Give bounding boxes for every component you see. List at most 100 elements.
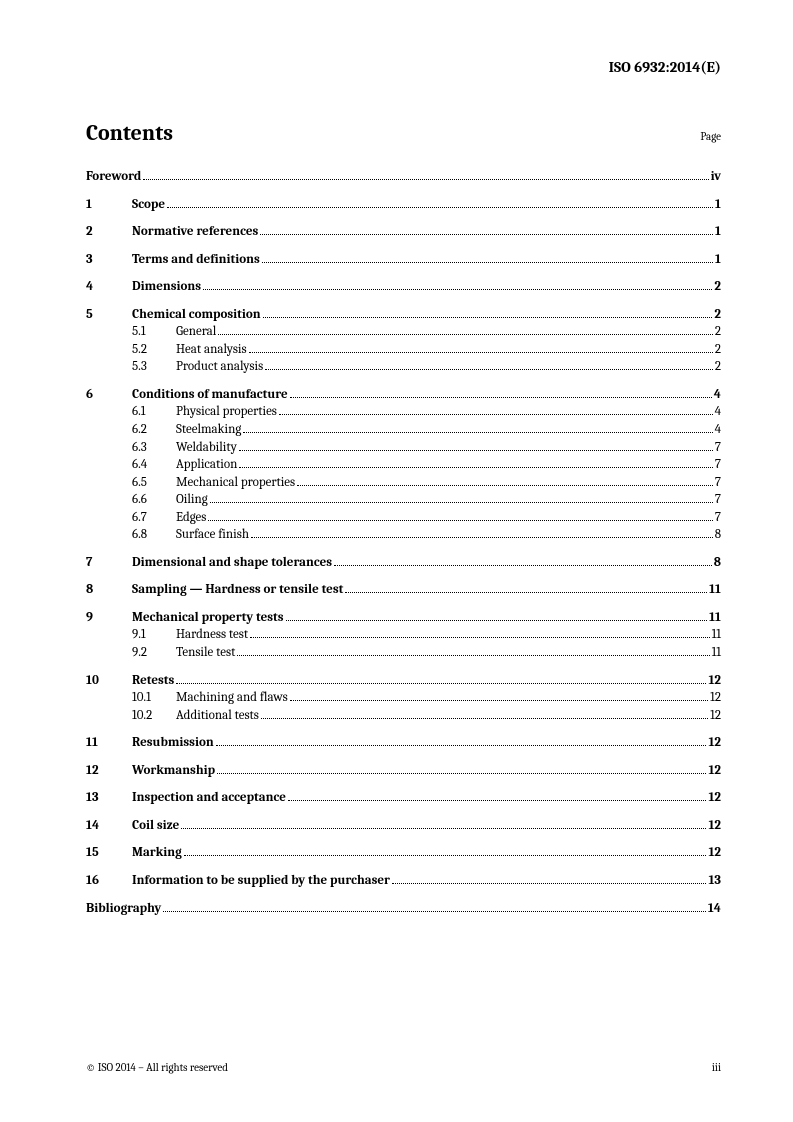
toc-subsection-number: 9.1 — [132, 626, 176, 644]
toc-page-number: 7 — [715, 456, 721, 474]
toc-leader — [249, 352, 713, 353]
toc-section-number: 5 — [86, 306, 132, 324]
toc-leader — [176, 683, 706, 684]
contents-title: Contents — [86, 120, 173, 146]
page-column-label: Page — [700, 130, 721, 143]
toc-page-number: 12 — [708, 734, 721, 752]
toc-section-number: 11 — [86, 734, 132, 752]
toc-leader — [288, 800, 707, 801]
toc-leader — [250, 637, 710, 638]
document-header: ISO 6932:2014(E) — [86, 58, 721, 76]
toc-page-number: 2 — [714, 278, 721, 296]
toc-entry: 9.2Tensile test11 — [86, 644, 721, 662]
toc-leader — [181, 828, 706, 829]
toc-leader — [184, 855, 707, 856]
toc-leader — [218, 334, 713, 335]
toc-entry: 12Workmanship12 — [86, 762, 721, 780]
toc-entry: Bibliography14 — [86, 900, 721, 918]
toc-entry: 5.3Product analysis2 — [86, 358, 721, 376]
toc-leader — [297, 485, 713, 486]
toc-leader — [243, 432, 712, 433]
toc-subsection-number: 6.2 — [132, 421, 176, 439]
toc-leader — [143, 179, 708, 180]
toc-section-number: 6 — [86, 386, 132, 404]
toc-entry-title: Application — [176, 456, 237, 474]
title-row: Contents Page — [86, 120, 721, 146]
toc-subsection-number: 6.1 — [132, 403, 176, 421]
toc-subsection-number: 6.3 — [132, 439, 176, 457]
toc-leader — [210, 502, 713, 503]
toc-section-number: 3 — [86, 251, 132, 269]
toc-subsection-number: 6.7 — [132, 509, 176, 527]
toc-section-number: 2 — [86, 223, 132, 241]
toc-section-number: 16 — [86, 872, 132, 890]
footer-page-number: iii — [712, 1061, 721, 1074]
toc-entry: 10Retests12 — [86, 672, 721, 690]
toc-leader — [290, 700, 708, 701]
toc-entry-title: Workmanship — [132, 762, 215, 780]
toc-leader — [261, 718, 708, 719]
toc-page-number: 11 — [712, 644, 721, 662]
toc-entry: 6.8Surface finish8 — [86, 526, 721, 544]
toc-page-number: 2 — [715, 323, 721, 341]
toc-leader — [334, 565, 712, 566]
toc-entry-title: Tensile test — [176, 644, 235, 662]
toc-entry: 3Terms and definitions1 — [86, 251, 721, 269]
toc-page-number: 4 — [714, 386, 721, 404]
toc-page-number: 12 — [708, 844, 721, 862]
toc-entry: 16Information to be supplied by the purc… — [86, 872, 721, 890]
toc-entry: 9Mechanical property tests11 — [86, 609, 721, 627]
toc-page-number: 2 — [715, 358, 721, 376]
toc-entry: 6.4Application 7 — [86, 456, 721, 474]
toc-leader — [286, 620, 708, 621]
toc-section-number: 13 — [86, 789, 132, 807]
toc-entry: 6.5Mechanical properties7 — [86, 474, 721, 492]
toc-section-number: 1 — [86, 196, 132, 214]
toc-entry-title: Foreword — [86, 168, 141, 186]
toc-subsection-number: 10.2 — [132, 707, 176, 725]
toc-page-number: 4 — [715, 421, 721, 439]
toc-entry-title: Mechanical properties — [176, 474, 295, 492]
table-of-contents: Forewordiv1Scope12Normative references13… — [86, 168, 721, 917]
toc-subsection-number: 6.4 — [132, 456, 176, 474]
toc-entry-title: Heat analysis — [176, 341, 247, 359]
toc-entry: 6.1Physical properties4 — [86, 403, 721, 421]
toc-leader — [290, 397, 712, 398]
footer-copyright: © ISO 2014 – All rights reserved — [86, 1061, 228, 1074]
toc-subsection-number: 6.5 — [132, 474, 176, 492]
toc-entry: 9.1Hardness test11 — [86, 626, 721, 644]
toc-page-number: 2 — [714, 306, 721, 324]
toc-leader — [263, 317, 713, 318]
toc-entry-title: Terms and definitions — [132, 251, 260, 269]
toc-entry-title: Weldability — [176, 439, 237, 457]
toc-page-number: 12 — [710, 689, 721, 707]
toc-entry: 6.6Oiling7 — [86, 491, 721, 509]
toc-entry: 6Conditions of manufacture4 — [86, 386, 721, 404]
toc-page-number: 7 — [715, 439, 721, 457]
toc-entry: 6.2Steelmaking4 — [86, 421, 721, 439]
toc-leader — [163, 911, 706, 912]
toc-entry-title: Oiling — [176, 491, 208, 509]
toc-leader — [239, 450, 713, 451]
page-container: ISO 6932:2014(E) Contents Page Foreword i… — [0, 0, 793, 1122]
toc-entry: 7Dimensional and shape tolerances8 — [86, 554, 721, 572]
toc-entry: 6.7Edges 7 — [86, 509, 721, 527]
toc-subsection-number: 10.1 — [132, 689, 176, 707]
toc-entry-title: Marking — [132, 844, 182, 862]
toc-page-number: 7 — [715, 509, 721, 527]
toc-leader — [262, 262, 713, 263]
toc-page-number: 12 — [708, 817, 721, 835]
toc-section-number: 14 — [86, 817, 132, 835]
toc-page-number: 11 — [709, 609, 721, 627]
toc-leader — [345, 592, 707, 593]
toc-entry: 13Inspection and acceptance12 — [86, 789, 721, 807]
toc-entry-title: Surface finish — [176, 526, 249, 544]
toc-entry-title: Dimensions — [132, 278, 201, 296]
toc-entry-title: Physical properties — [176, 403, 277, 421]
toc-section-number: 10 — [86, 672, 132, 690]
toc-entry-title: General — [176, 323, 216, 341]
toc-page-number: 7 — [715, 491, 721, 509]
toc-entry-title: Edges — [176, 509, 206, 527]
toc-page-number: 12 — [708, 672, 721, 690]
toc-entry-title: Dimensional and shape tolerances — [132, 554, 332, 572]
